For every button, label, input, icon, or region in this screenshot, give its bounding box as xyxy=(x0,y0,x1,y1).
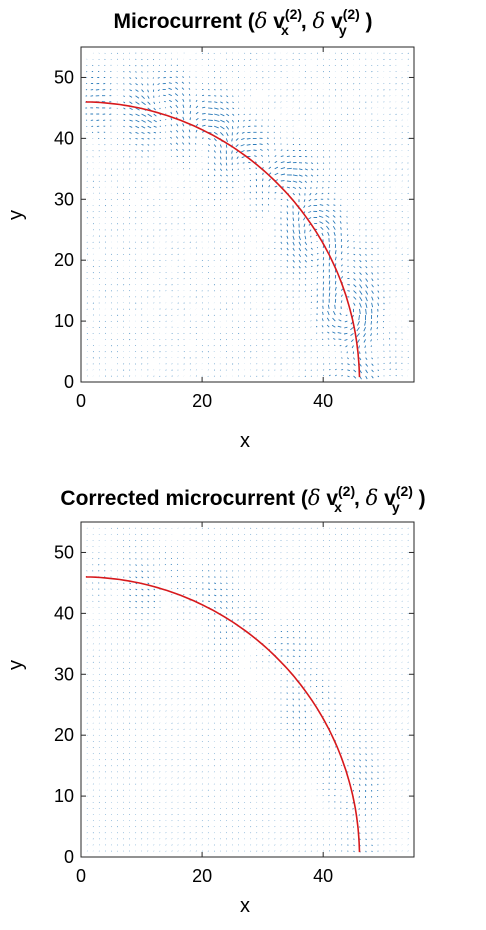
interface-curve xyxy=(85,101,361,378)
x-axis-label: x xyxy=(240,895,250,917)
x-tick-label: 40 xyxy=(313,391,333,411)
x-tick-label: 20 xyxy=(192,866,212,886)
vector-arrows xyxy=(86,527,409,853)
vector-field xyxy=(85,52,409,380)
vector-arrows xyxy=(85,52,409,380)
y-tick-label: 50 xyxy=(54,542,74,562)
y-tick-label: 10 xyxy=(54,786,74,806)
x-tick-label: 0 xyxy=(76,866,86,886)
y-tick-label: 40 xyxy=(54,603,74,623)
plot-frame xyxy=(80,521,415,858)
chart-title: Corrected microcurrent (δ v(2) x, δ v(2) y… xyxy=(60,483,425,515)
vector-field xyxy=(86,527,409,853)
axis-ticks: 0 20 40 0 10 20 30 40 50 xyxy=(54,47,414,411)
y-tick-label: 50 xyxy=(54,67,74,87)
y-tick-label: 40 xyxy=(54,128,74,148)
x-tick-label: 0 xyxy=(76,391,86,411)
microcurrent-panel: Microcurrent (δ v(2) x, δ v(2) y ) 0 20 40 0 1… xyxy=(5,6,415,452)
corrected-microcurrent-panel: Corrected microcurrent (δ v(2) x, δ v(2) y… xyxy=(0,465,486,930)
y-tick-label: 30 xyxy=(54,664,74,684)
x-tick-label: 20 xyxy=(192,391,212,411)
interface-curve xyxy=(85,576,361,853)
microcurrent-chart: Microcurrent (δ v(2) x, δ v(2) y ) 0 20 40 0 1… xyxy=(5,6,415,452)
y-axis-label: y xyxy=(5,210,27,220)
y-tick-label: 20 xyxy=(54,250,74,270)
y-tick-label: 0 xyxy=(64,372,74,392)
y-tick-label: 30 xyxy=(54,189,74,209)
plot-frame xyxy=(80,46,415,383)
x-axis-label: x xyxy=(240,430,250,452)
chart-title: Microcurrent (δ v(2) x, δ v(2) y ) xyxy=(114,6,373,38)
y-tick-label: 0 xyxy=(64,847,74,867)
corrected-microcurrent-chart: Corrected microcurrent (δ v(2) x, δ v(2) y… xyxy=(5,483,426,917)
y-tick-label: 20 xyxy=(54,725,74,745)
x-tick-label: 40 xyxy=(313,866,333,886)
y-axis-label: y xyxy=(5,660,27,670)
y-tick-label: 10 xyxy=(54,311,74,331)
axis-ticks: 0 20 40 0 10 20 30 40 50 xyxy=(54,522,414,886)
